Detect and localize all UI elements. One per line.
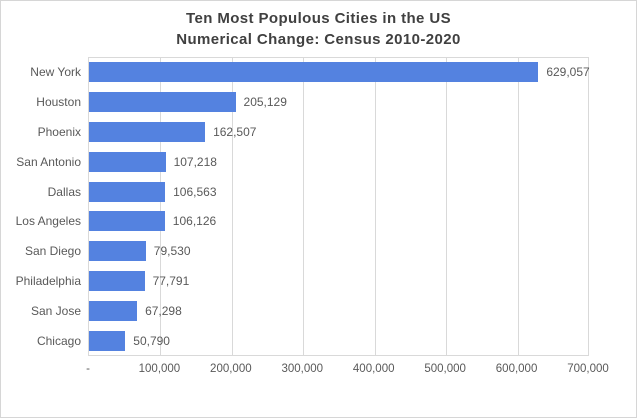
value-label-los-angeles: 106,126 [172,214,217,229]
bar-rows: New York 629,057 Houston 205,129 Phoenix 162,… [1,57,636,356]
bar-new-york [89,61,539,82]
value-label-phoenix: 162,507 [213,124,257,139]
value-label-dallas: 106,563 [173,184,217,199]
x-tick-label-1: 100,000 [138,363,181,375]
category-label-san-jose: San Jose [30,304,81,319]
value-label-san-jose: 67,298 [145,304,182,319]
bar-los-angeles [89,211,165,232]
bar-chicago [89,331,126,352]
plot-area [88,57,589,356]
value-label-new-york: 629,057 [546,64,590,79]
gridline [446,58,448,355]
bar-san-diego [89,241,146,262]
x-tick-label-6: 600,000 [495,363,538,375]
value-label-san-antonio: 107,218 [173,154,217,169]
value-label-san-diego: 79,530 [153,244,191,259]
value-label-philadelphia: 77,791 [152,274,190,289]
category-label-houston: Houston [36,94,81,109]
x-tick-label-3: 300,000 [281,363,324,375]
x-tick-label-5: 500,000 [424,363,466,375]
gridline [517,58,519,355]
bar-san-jose [89,301,138,322]
category-label-san-diego: San Diego [24,244,81,259]
chart-title: Ten Most Populous Cities in the US Numer… [1,8,636,50]
bar-dallas [89,181,166,202]
bar-san-antonio [89,151,166,172]
bar-houston [89,91,236,112]
gridline [303,58,305,355]
value-label-chicago: 50,790 [133,334,170,349]
category-label-dallas: Dallas [47,184,81,199]
x-tick-label-7: 700,000 [567,363,609,375]
bar-philadelphia [89,271,145,292]
x-tick-label-2: 200,000 [210,363,252,375]
category-label-san-antonio: San Antonio [16,154,81,169]
category-label-new-york: New York [30,64,81,79]
bar-phoenix [89,121,206,142]
category-label-los-angeles: Los Angeles [15,214,81,229]
gridline [160,58,162,355]
category-label-chicago: Chicago [36,334,81,349]
gridline [231,58,233,355]
value-label-houston: 205,129 [243,94,287,109]
category-label-philadelphia: Philadelphia [15,274,81,289]
x-axis-tick-labels: - 100,000 200,000 300,000 400,000 500,000 600,… [1,363,636,379]
chart-title-line-2: Numerical Change: Census 2010-2020 [176,31,461,48]
category-label-phoenix: Phoenix [37,124,81,139]
chart-title-line-1: Ten Most Populous Cities in the US [186,10,451,27]
x-tick-label-4: 400,000 [352,363,395,375]
x-tick-label-0: - [86,363,90,375]
gridline [374,58,376,355]
